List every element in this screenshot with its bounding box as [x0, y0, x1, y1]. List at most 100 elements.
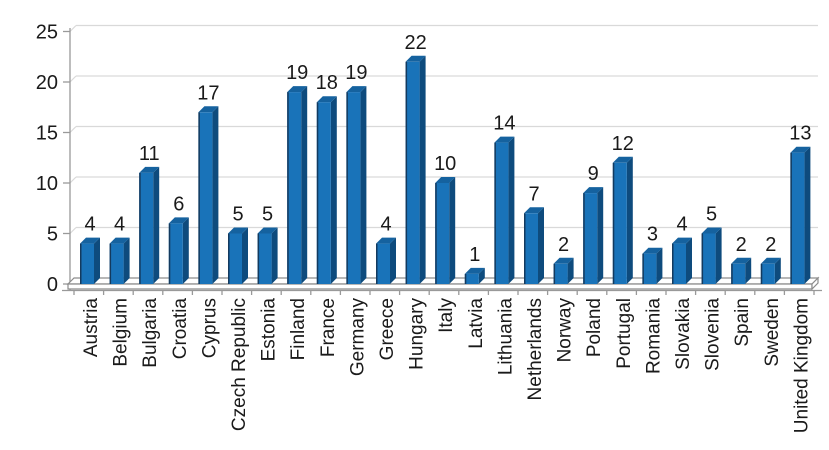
- bar-italy: [435, 183, 450, 284]
- x-axis-label: Sweden: [762, 298, 783, 367]
- bar-value-label: 10: [434, 153, 456, 175]
- bar-value-label: 11: [139, 143, 160, 165]
- bar-side-face-portugal: [626, 156, 633, 284]
- bar-top-face-portugal: [612, 156, 633, 163]
- bar-side-face-bulgaria: [153, 166, 160, 284]
- bar-value-label: 17: [197, 82, 219, 104]
- x-axis-label: Croatia: [170, 298, 191, 360]
- bar-croatia: [168, 223, 183, 284]
- bar-value-label: 5: [232, 204, 243, 226]
- bar-side-face-spain: [745, 257, 752, 284]
- bar-top-face-sweden: [760, 257, 781, 264]
- bar-side-face-croatia: [182, 217, 189, 284]
- bar-top-face-france: [316, 96, 337, 103]
- x-axis-label: Belgium: [111, 298, 132, 367]
- bar-top-face-norway: [553, 257, 574, 264]
- x-axis-label: Poland: [584, 298, 605, 357]
- bar-value-label: 4: [676, 214, 687, 236]
- x-axis-label: Greece: [377, 298, 398, 360]
- bar-top-face-estonia: [257, 227, 278, 234]
- x-axis-label: Netherlands: [525, 298, 546, 400]
- x-axis-label: Germany: [347, 298, 368, 377]
- bar-value-label: 5: [262, 204, 273, 226]
- gridline-connector: [69, 176, 77, 184]
- bar-value-label: 19: [345, 62, 367, 84]
- bar-romania: [642, 253, 657, 284]
- x-axis-label: Slovakia: [673, 298, 694, 370]
- bar-portugal: [612, 162, 627, 284]
- bar-top-face-poland: [583, 187, 604, 194]
- x-axis-label: Slovenia: [703, 298, 724, 371]
- bar-top-face-slovakia: [672, 237, 692, 244]
- gridline-connector: [69, 75, 77, 83]
- gridline-connector: [69, 126, 77, 133]
- bar-belgium: [109, 243, 124, 284]
- bar-top-face-romania: [642, 247, 663, 254]
- bar-value-label: 6: [173, 193, 184, 215]
- bar-side-face-hungary: [419, 55, 426, 284]
- bar-austria: [80, 243, 94, 284]
- bar-top-face-united-kingdom: [790, 146, 811, 153]
- bar-czech-republic: [228, 233, 242, 284]
- y-axis-label: 15: [36, 123, 58, 145]
- bar-value-label: 5: [706, 204, 717, 226]
- x-axis-label: Norway: [555, 298, 576, 363]
- bar-slovenia: [701, 233, 716, 284]
- bar-top-face-slovenia: [701, 227, 722, 234]
- bar-side-face-czech-republic: [242, 227, 248, 284]
- x-axis-label: Estonia: [259, 298, 280, 362]
- x-axis-label: Czech Republic: [229, 298, 250, 431]
- bar-top-face-croatia: [168, 217, 189, 224]
- bar-top-face-lithuania: [494, 136, 515, 143]
- bar-top-face-czech-republic: [228, 227, 248, 234]
- bar-side-face-netherlands: [538, 207, 544, 284]
- bar-finland: [287, 92, 302, 284]
- bar-side-face-italy: [449, 177, 456, 284]
- floor-right: [811, 276, 819, 291]
- bar-slovakia: [672, 243, 686, 284]
- bar-value-label: 4: [380, 214, 391, 236]
- bar-side-face-france: [330, 96, 337, 284]
- bar-side-face-finland: [301, 86, 308, 284]
- bar-value-label: 2: [558, 234, 569, 256]
- bar-side-face-slovenia: [715, 227, 722, 284]
- x-axis-label: Bulgaria: [140, 298, 161, 368]
- x-axis-label: Latvia: [466, 298, 487, 349]
- bar-value-label: 4: [84, 214, 95, 236]
- bar-value-label: 2: [765, 234, 776, 256]
- bar-top-face-italy: [435, 177, 456, 183]
- gridline-connector: [69, 227, 77, 234]
- bar-top-face-germany: [346, 86, 367, 93]
- bar-side-face-cyprus: [212, 106, 219, 284]
- bar-poland: [583, 193, 598, 284]
- floor-front: [67, 283, 813, 290]
- y-axis-label: 10: [36, 173, 58, 195]
- bar-latvia: [464, 273, 479, 284]
- bar-top-face-latvia: [464, 267, 485, 274]
- bar-value-label: 14: [493, 113, 515, 135]
- x-axis-label: Austria: [81, 298, 102, 358]
- x-axis-label: United Kingdom: [791, 298, 812, 433]
- x-axis-label: Finland: [288, 298, 309, 360]
- bar-value-label: 12: [612, 133, 634, 155]
- x-axis-label: Italy: [436, 298, 457, 333]
- y-axis-label: 0: [47, 274, 58, 296]
- bar-france: [316, 102, 331, 284]
- y-axis-label: 20: [36, 72, 58, 94]
- bar-side-face-germany: [360, 86, 367, 284]
- bar-germany: [346, 92, 361, 284]
- bar-estonia: [257, 233, 272, 284]
- bar-side-face-latvia: [478, 267, 485, 284]
- x-axis-label: Romania: [643, 298, 664, 374]
- bar-netherlands: [524, 213, 538, 284]
- bar-top-face-austria: [80, 237, 100, 244]
- x-axis-label: Portugal: [614, 298, 635, 369]
- bar-side-face-united-kingdom: [804, 146, 811, 284]
- bar-side-face-greece: [390, 237, 396, 284]
- bar-top-face-bulgaria: [139, 166, 160, 173]
- bar-united-kingdom: [790, 152, 805, 284]
- bar-top-face-netherlands: [524, 207, 544, 214]
- bar-value-label: 4: [114, 214, 125, 236]
